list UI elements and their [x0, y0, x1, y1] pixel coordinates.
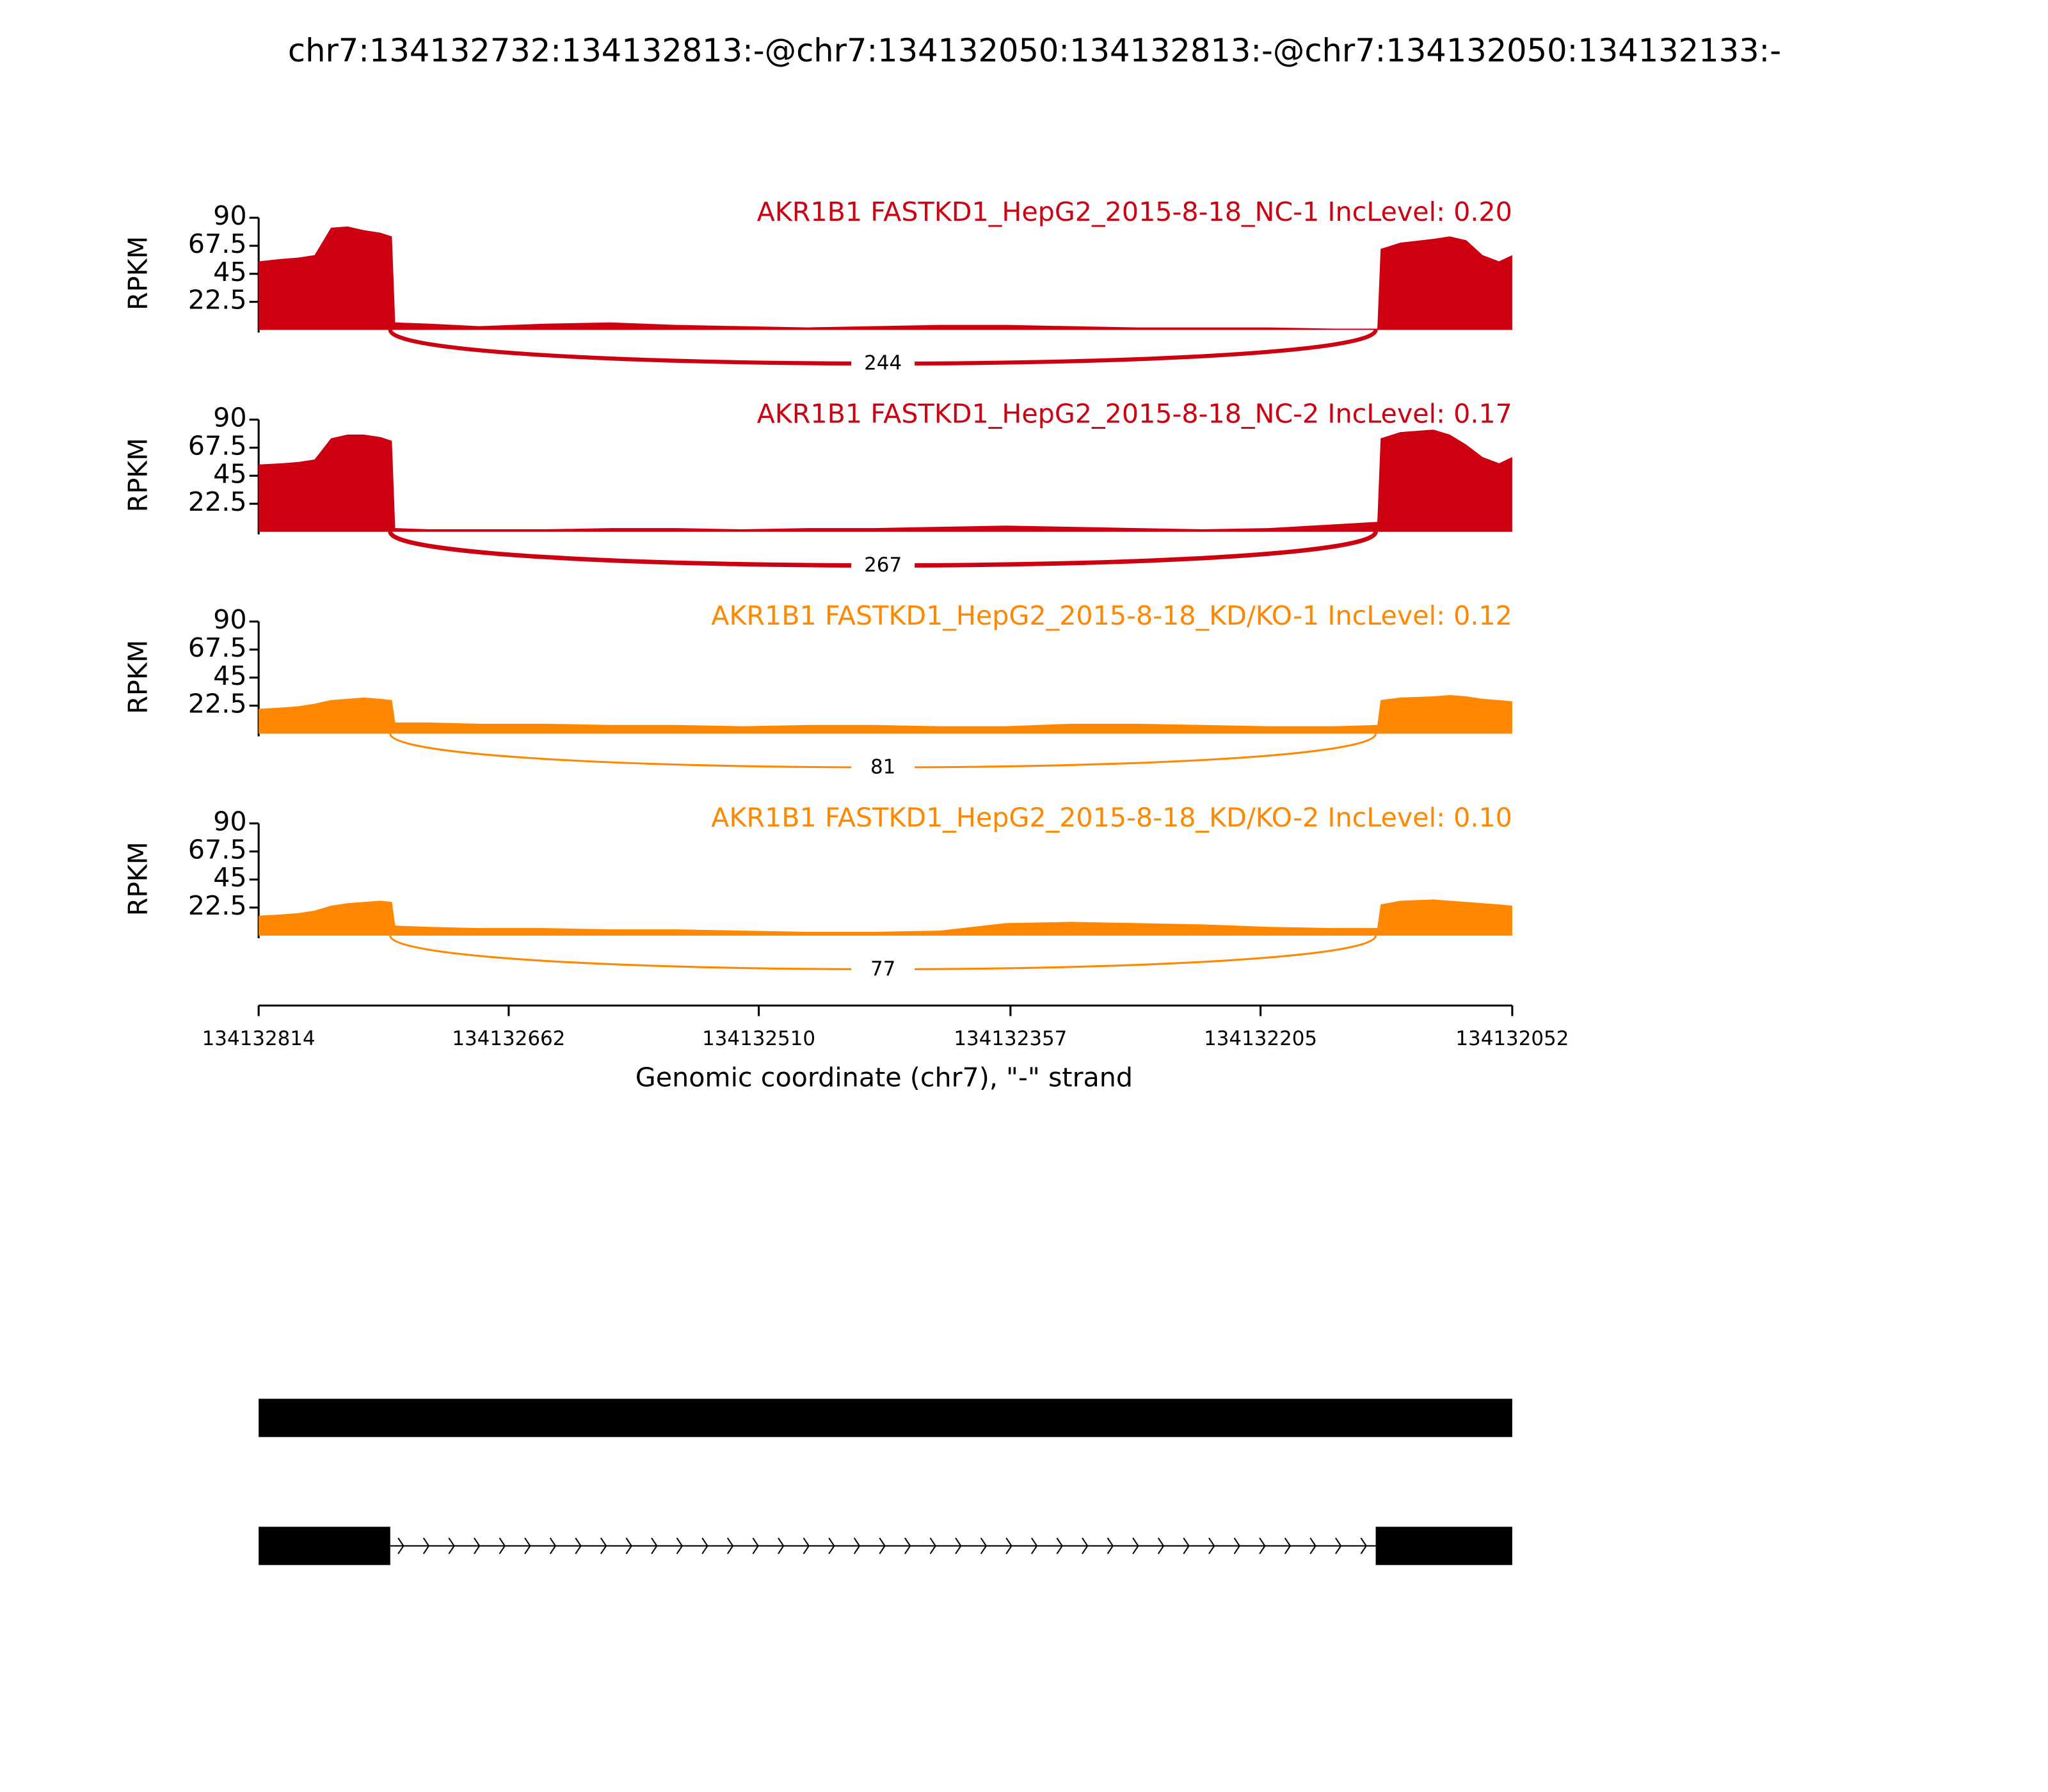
strand-chevron	[1157, 1537, 1165, 1555]
strand-chevron	[1284, 1537, 1292, 1555]
strand-chevron	[600, 1537, 607, 1555]
y-tick-label: 22.5	[188, 890, 247, 921]
strand-chevron	[422, 1537, 430, 1555]
strand-chevron	[1132, 1537, 1139, 1555]
junction-label-bg	[851, 753, 915, 783]
y-tick-label: 22.5	[188, 689, 247, 719]
chart-title: chr7:134132732:134132813:-@chr7:13413205…	[288, 32, 1781, 69]
strand-chevron	[1183, 1537, 1190, 1555]
exon	[259, 1526, 390, 1565]
strand-chevron	[651, 1537, 658, 1555]
strand-chevron	[1309, 1537, 1316, 1555]
strand-chevron	[1030, 1537, 1038, 1555]
strand-chevron	[980, 1537, 988, 1555]
strand-chevron	[1360, 1537, 1367, 1555]
strand-chevron	[625, 1537, 632, 1555]
x-tick-label: 134132205	[1204, 1027, 1317, 1050]
strand-chevron	[575, 1537, 582, 1555]
x-tick-label: 134132510	[702, 1027, 815, 1050]
strand-chevron	[1005, 1537, 1012, 1555]
strand-chevron	[1056, 1537, 1063, 1555]
y-axis-label: RPKM	[123, 640, 154, 714]
strand-chevron	[1208, 1537, 1215, 1555]
coverage-area	[259, 226, 1512, 330]
strand-chevron	[1233, 1537, 1241, 1555]
y-tick-label: 90	[213, 604, 246, 635]
coverage-area	[259, 429, 1512, 532]
strand-chevron	[955, 1537, 962, 1555]
exon	[1375, 1526, 1512, 1565]
strand-chevron	[1335, 1537, 1342, 1555]
coverage-area	[259, 695, 1512, 734]
strand-chevron	[828, 1537, 835, 1555]
x-tick-label: 134132052	[1455, 1027, 1569, 1050]
x-tick-label: 134132357	[954, 1027, 1067, 1050]
x-axis-label: Genomic coordinate (chr7), "-" strand	[636, 1062, 1133, 1093]
y-axis-label: RPKM	[123, 236, 154, 310]
strand-chevron	[499, 1537, 506, 1555]
junction-label: 267	[864, 554, 902, 577]
junction-label: 244	[864, 352, 902, 375]
strand-chevron	[474, 1537, 481, 1555]
strand-chevron	[853, 1537, 861, 1555]
y-tick-label: 67.5	[188, 228, 247, 259]
y-tick-label: 67.5	[188, 834, 247, 865]
strand-chevron	[701, 1537, 708, 1555]
y-tick-label: 90	[213, 806, 246, 837]
x-tick-label: 134132662	[452, 1027, 565, 1050]
junction-label: 81	[870, 756, 895, 779]
y-tick-label: 90	[213, 403, 246, 433]
strand-chevron	[778, 1537, 785, 1555]
exon	[259, 1398, 1512, 1437]
y-tick-label: 22.5	[188, 486, 247, 517]
strand-chevron	[448, 1537, 455, 1555]
strand-chevron	[397, 1537, 404, 1555]
series-title: AKR1B1 FASTKD1_HepG2_2015-8-18_KD/KO-1 I…	[711, 600, 1512, 631]
y-axis-label: RPKM	[123, 438, 154, 512]
series-title: AKR1B1 FASTKD1_HepG2_2015-8-18_NC-2 IncL…	[757, 398, 1512, 429]
strand-chevron	[549, 1537, 557, 1555]
y-tick-label: 45	[213, 862, 246, 893]
strand-chevron	[676, 1537, 684, 1555]
strand-chevron	[726, 1537, 734, 1555]
junction-label-bg	[851, 551, 915, 581]
y-tick-label: 45	[213, 257, 246, 287]
y-tick-label: 45	[213, 660, 246, 691]
coverage-area	[259, 899, 1512, 936]
strand-chevron	[524, 1537, 531, 1555]
y-tick-label: 90	[213, 200, 246, 231]
strand-chevron	[752, 1537, 759, 1555]
junction-label-bg	[851, 955, 915, 985]
junction-label: 77	[870, 957, 895, 980]
series-title: AKR1B1 FASTKD1_HepG2_2015-8-18_NC-1 IncL…	[757, 196, 1512, 227]
strand-chevron	[879, 1537, 886, 1555]
strand-chevron	[1082, 1537, 1089, 1555]
x-tick-label: 134132814	[202, 1027, 316, 1050]
y-tick-label: 22.5	[188, 285, 247, 316]
strand-chevron	[929, 1537, 936, 1555]
y-axis-label: RPKM	[123, 842, 154, 916]
strand-chevron	[1259, 1537, 1266, 1555]
y-tick-label: 67.5	[188, 430, 247, 461]
series-title: AKR1B1 FASTKD1_HepG2_2015-8-18_KD/KO-2 I…	[711, 802, 1512, 833]
y-tick-label: 67.5	[188, 632, 247, 663]
junction-label-bg	[851, 349, 915, 379]
strand-chevron	[904, 1537, 911, 1555]
y-tick-label: 45	[213, 458, 246, 489]
strand-chevron	[803, 1537, 810, 1555]
strand-chevron	[1107, 1537, 1114, 1555]
